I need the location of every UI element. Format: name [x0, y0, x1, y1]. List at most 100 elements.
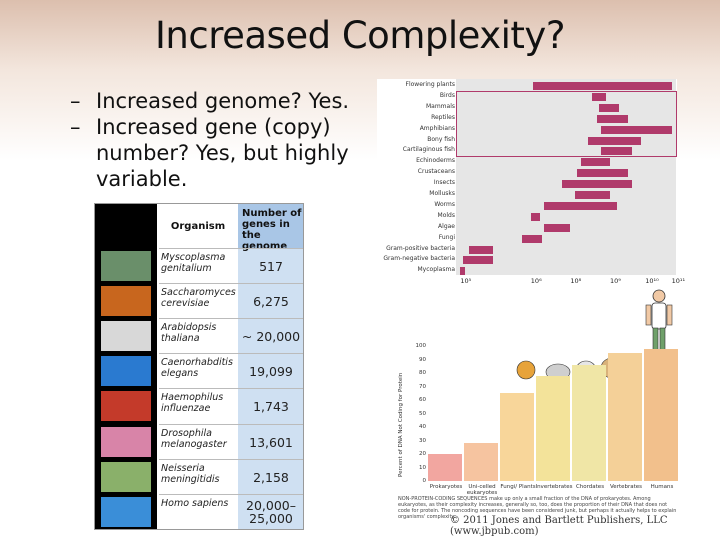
- bullet-item: – Increased gene (copy) number? Yes, but…: [70, 114, 370, 192]
- genome-axis-tick-label: 10⁹: [610, 277, 621, 285]
- table-row: Homo sapiens 20,000–25,000: [159, 493, 303, 530]
- gene-count: 13,601: [249, 434, 293, 450]
- gene-count-column: [238, 204, 303, 529]
- genome-size-range-bar: [544, 223, 571, 232]
- organism-thumbnail: [101, 286, 151, 317]
- noncoding-y-tick-label: 0: [422, 478, 427, 484]
- genome-category-label: Gram-negative bacteria: [383, 255, 455, 263]
- table-row: Arabidopsis thaliana ~ 20,000: [159, 318, 303, 354]
- noncoding-bar: [608, 352, 642, 481]
- noncoding-category-label: Vertebrates: [609, 484, 643, 490]
- bullet-text: Increased genome? Yes.: [96, 89, 350, 113]
- genome-size-range-bar: [588, 136, 641, 145]
- noncoding-y-tick-label: 30: [419, 437, 426, 444]
- genome-size-range-bar: [561, 180, 632, 189]
- organism-thumbnail: [101, 496, 151, 527]
- human-illustration-icon: [645, 289, 673, 361]
- genome-category-label: Bony fish: [427, 135, 455, 143]
- organism-name: Caenorhabditis elegans: [161, 357, 233, 380]
- noncoding-category-label: Chordates: [575, 484, 605, 490]
- genome-size-range-bar: [469, 245, 494, 254]
- genome-size-range-bar: [544, 201, 617, 210]
- bullet-dash: –: [70, 89, 81, 113]
- organism-thumbnail: [101, 461, 151, 492]
- genome-category-label: Flowering plants: [405, 81, 455, 88]
- noncoding-category-label: Humans: [650, 484, 674, 490]
- organism-thumbnail: [101, 391, 151, 422]
- organism-thumbnail: [101, 321, 151, 352]
- organism-thumbnail: [101, 426, 151, 457]
- noncoding-y-tick-label: 40: [419, 424, 426, 430]
- genome-category-label: Cartilaginous fish: [402, 146, 455, 154]
- noncoding-y-tick-label: 90: [419, 356, 426, 363]
- gene-count: 1,743: [253, 399, 289, 415]
- genome-size-range-bar: [522, 234, 542, 243]
- table-row: Haemophilus influenzae 1,743: [159, 388, 303, 424]
- organism-name: Myscoplasma genitalium: [161, 252, 226, 274]
- bullet-text: Increased gene (copy) number? Yes, but h…: [96, 115, 349, 191]
- noncoding-y-tick-label: 70: [419, 383, 426, 390]
- noncoding-bar: [464, 443, 498, 481]
- genome-axis-tick-label: 10⁵: [460, 277, 472, 285]
- genome-category-label: Reptiles: [431, 113, 455, 121]
- noncoding-category-label: Fungi/ Plants: [500, 484, 536, 490]
- gene-count: 6,275: [253, 294, 289, 310]
- gene-count: 19,099: [249, 364, 293, 380]
- noncoding-category-label: Invertebrates: [535, 484, 573, 490]
- noncoding-bar: [644, 348, 678, 481]
- genome-size-plot-area: [456, 79, 676, 276]
- genome-size-range-bar: [574, 191, 610, 199]
- table-row: Saccharomyces cerevisiae 6,275: [159, 283, 303, 319]
- organism-name: Neisseria meningitidis: [161, 462, 220, 485]
- slide-title: Increased Complexity?: [155, 14, 565, 57]
- noncoding-y-tick-label: 50: [419, 410, 426, 417]
- noncoding-y-tick-label: 60: [419, 397, 426, 403]
- genome-size-range-bar: [533, 82, 672, 90]
- gene-count: 20,000–25,000: [246, 498, 296, 527]
- gene-count: 517: [259, 259, 283, 274]
- organism-name: Homo sapiens: [161, 497, 229, 509]
- noncoding-y-axis-label: Percent of DNA Not Coding for Protein: [398, 372, 404, 478]
- noncoding-category-label: Prokaryotes: [429, 484, 463, 490]
- organism-thumbnail: [101, 251, 151, 281]
- genome-category-label: Molds: [437, 211, 455, 219]
- table-row: Neisseria meningitidis 2,158: [159, 458, 303, 495]
- bullet-dash: –: [70, 115, 81, 139]
- genome-category-label: Crustaceans: [417, 168, 455, 176]
- header-gene-count: Number of genes in the genome: [238, 204, 303, 252]
- noncoding-y-tick-label: 100: [415, 343, 427, 349]
- genome-category-label: Algae: [438, 222, 455, 230]
- genome-axis-tick-label: 10⁸: [570, 277, 582, 285]
- genome-category-label: Mammals: [425, 102, 455, 110]
- genome-axis-tick-label: 10¹⁰: [645, 277, 659, 285]
- vertebrate-highlight-box: [456, 91, 677, 157]
- table-row: Drosophila melanogaster 13,601: [159, 423, 303, 460]
- noncoding-bar: [536, 375, 570, 481]
- genome-category-label: Echinoderms: [416, 157, 455, 165]
- genome-size-range-bar: [596, 114, 628, 123]
- genome-category-label: Mollusks: [429, 190, 455, 197]
- gene-count: ~ 20,000: [241, 329, 301, 345]
- noncoding-category-label: Uni-celled eukaryotes: [466, 484, 498, 496]
- genome-category-label: Amphibians: [419, 124, 455, 132]
- organism-thumbnail: [101, 356, 151, 387]
- genome-size-range-bar: [462, 256, 494, 265]
- table-row: Caenorhabditis elegans 19,099: [159, 353, 303, 389]
- genome-size-range-bar: [599, 103, 619, 112]
- noncoding-y-tick-label: 10: [419, 464, 426, 471]
- organism-name: Drosophila melanogaster: [161, 427, 227, 450]
- table-row: Myscoplasma genitalium 517: [159, 248, 303, 284]
- genome-size-range-bar: [577, 169, 628, 178]
- genome-category-label: Mycoplasma: [417, 266, 456, 274]
- genome-size-range-bar: [581, 158, 610, 167]
- genome-size-chart: Flowering plants Birds Mammals Reptiles Amph…: [377, 79, 685, 289]
- gene-number-table: Organism Number of genes in the genome M…: [94, 203, 304, 530]
- genome-axis-tick-label: 10⁶: [530, 277, 542, 285]
- genome-size-range-bar: [601, 125, 672, 134]
- genome-category-label: Fungi: [438, 233, 455, 241]
- noncoding-bar: [428, 454, 462, 481]
- noncoding-caption: NON-PROTEIN-CODING SEQUENCES make up onl…: [398, 496, 677, 520]
- copyright-footer: © 2011 Jones and Bartlett Publishers, LL…: [450, 515, 668, 537]
- organism-name: Saccharomyces cerevisiae: [161, 287, 236, 310]
- organism-name: Haemophilus influenzae: [161, 392, 224, 415]
